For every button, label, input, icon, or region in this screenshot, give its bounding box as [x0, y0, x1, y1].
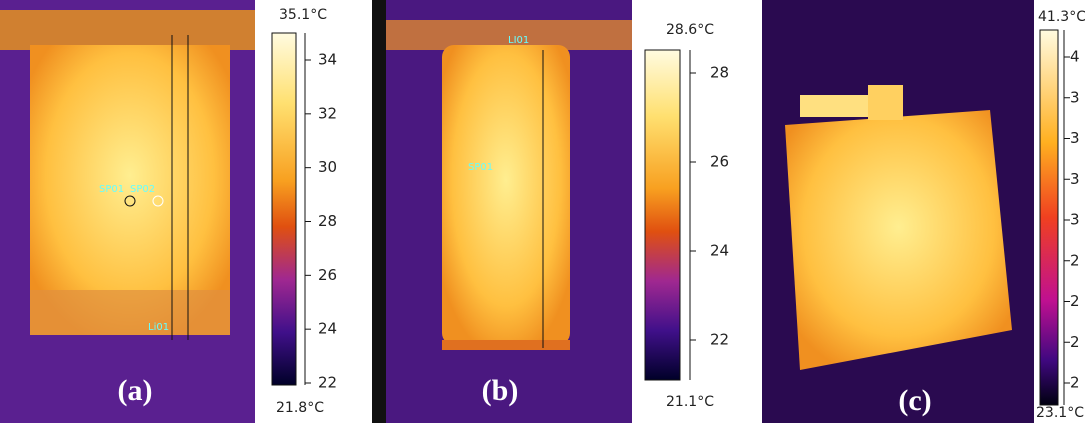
tick-label: 3	[1070, 129, 1080, 147]
spot-marker	[152, 195, 164, 207]
tick-label: 26	[710, 153, 729, 171]
tick-label: 2	[1070, 251, 1080, 269]
tick-label: 2	[1070, 292, 1080, 310]
tick-label: 3	[1070, 170, 1080, 188]
tick-label: 28	[710, 64, 729, 82]
panel-label: (a)	[118, 374, 153, 407]
scale-max: 28.6°C	[666, 22, 714, 38]
tick-label: 34	[318, 51, 337, 69]
thermal-region	[442, 340, 570, 350]
thermal-region	[442, 45, 570, 345]
scale-max: 41.3°C	[1038, 9, 1085, 25]
scale-min: 23.1°C	[1036, 405, 1084, 421]
tick-label: 22	[710, 331, 729, 349]
colorbar	[271, 32, 297, 386]
panel-label: (b)	[482, 374, 519, 407]
annotation: SP01	[99, 184, 124, 195]
tick-label: 28	[318, 212, 337, 230]
annotation: LI01	[508, 35, 529, 46]
scale-min: 21.8°C	[276, 400, 324, 416]
annotation: Li01	[148, 322, 169, 333]
colorbar	[1039, 29, 1059, 406]
tick-label: 30	[318, 158, 337, 176]
spot-marker	[124, 195, 136, 207]
tick-label: 24	[710, 242, 729, 260]
tick-label: 22	[318, 374, 337, 392]
scale-max: 35.1°C	[279, 7, 327, 23]
colorbar	[644, 49, 681, 381]
annotation: SP01	[468, 162, 493, 173]
tick-label: 24	[318, 320, 337, 338]
thermal-region	[0, 10, 255, 50]
tick-label: 2	[1070, 374, 1080, 392]
thermal-region	[868, 85, 903, 120]
tick-label: 26	[318, 266, 337, 284]
divider	[372, 0, 386, 423]
tick-label: 3	[1070, 211, 1080, 229]
thermal-region	[800, 95, 870, 117]
thermal-region	[30, 290, 230, 335]
tick-label: 2	[1070, 333, 1080, 351]
tick-label: 4	[1070, 48, 1080, 66]
annotation: SP02	[130, 184, 155, 195]
thermal-region	[785, 110, 1012, 370]
tick-label: 32	[318, 104, 337, 122]
panel-label: (c)	[898, 384, 931, 417]
tick-label: 3	[1070, 88, 1080, 106]
thermal-region	[30, 45, 230, 335]
scale-min: 21.1°C	[666, 394, 714, 410]
